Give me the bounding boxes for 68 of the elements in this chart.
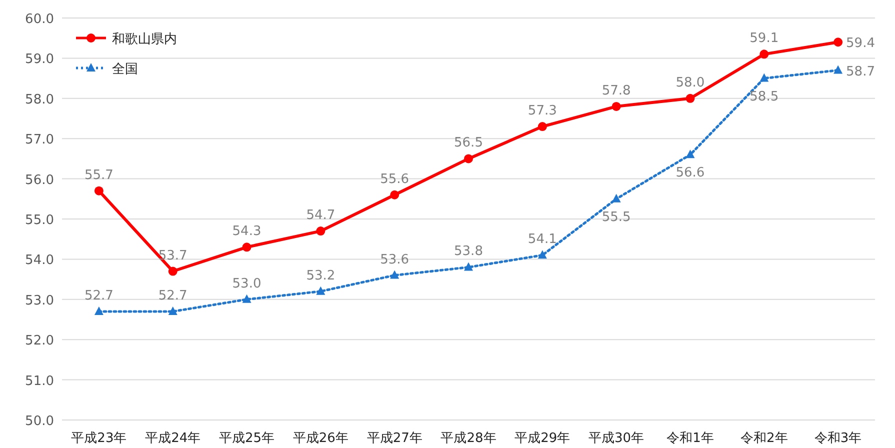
- data-label: 54.7: [306, 208, 336, 224]
- point: [464, 262, 473, 271]
- point: [390, 270, 400, 279]
- x-tick-label: 令和3年: [814, 431, 862, 446]
- data-label: 53.2: [306, 268, 336, 284]
- x-tick-label: 平成24年: [145, 431, 201, 446]
- data-label: 52.7: [158, 288, 188, 304]
- point: [612, 102, 621, 111]
- x-tick-label: 平成26年: [292, 431, 348, 446]
- x-tick-label: 平成30年: [588, 431, 644, 446]
- data-label: 56.6: [676, 166, 705, 181]
- point: [168, 266, 178, 276]
- data-label: 58.7: [846, 64, 875, 80]
- data-label: 55.7: [84, 168, 114, 183]
- data-label: 54.3: [232, 224, 262, 240]
- x-tick-label: 平成23年: [71, 431, 127, 446]
- y-tick-label: 51.0: [25, 374, 54, 389]
- point: [242, 242, 252, 252]
- data-label: 53.6: [380, 252, 410, 268]
- point: [686, 94, 695, 103]
- point: [612, 194, 621, 202]
- data-label: 57.3: [528, 104, 557, 119]
- data-label: 53.0: [232, 276, 262, 292]
- x-tick-label: 平成27年: [366, 431, 422, 446]
- data-label: 54.1: [528, 232, 557, 248]
- point: [390, 190, 400, 200]
- data-label: 55.6: [380, 172, 410, 187]
- legend-label: 全国: [112, 62, 138, 77]
- x-tick-label: 平成29年: [514, 431, 570, 446]
- data-label: 58.5: [750, 89, 779, 104]
- data-label: 55.5: [602, 210, 631, 225]
- data-label: 57.8: [602, 83, 631, 98]
- point: [464, 154, 473, 164]
- y-tick-label: 53.0: [25, 293, 54, 308]
- point: [242, 294, 252, 303]
- data-label: 53.7: [158, 248, 188, 264]
- point: [538, 122, 547, 132]
- y-tick-label: 52.0: [25, 334, 54, 349]
- y-tick-label: 59.0: [25, 52, 54, 68]
- y-tick-label: 58.0: [25, 92, 54, 108]
- data-label: 59.4: [846, 36, 875, 52]
- point: [538, 250, 547, 259]
- point: [760, 50, 769, 59]
- legend-label: 和歌山県内: [112, 32, 177, 47]
- point: [316, 226, 326, 236]
- y-tick-label: 50.0: [25, 414, 54, 429]
- point: [760, 73, 769, 82]
- point: [94, 186, 104, 196]
- point: [168, 306, 178, 315]
- y-tick-label: 54.0: [25, 253, 54, 268]
- y-tick-label: 57.0: [25, 132, 54, 148]
- point: [686, 150, 695, 158]
- data-label: 58.0: [676, 75, 705, 90]
- data-label: 53.8: [454, 244, 483, 260]
- point: [94, 306, 104, 315]
- data-label: 52.7: [84, 288, 114, 304]
- y-tick-label: 55.0: [25, 213, 54, 228]
- y-tick-label: 60.0: [25, 12, 54, 27]
- x-tick-label: 平成25年: [219, 431, 275, 446]
- data-label: 59.1: [750, 31, 779, 46]
- data-label: 56.5: [454, 136, 483, 151]
- x-tick-label: 令和1年: [666, 431, 714, 446]
- point: [834, 65, 843, 74]
- point: [834, 38, 843, 47]
- x-tick-label: 令和2年: [740, 431, 788, 446]
- x-tick-label: 平成28年: [440, 431, 496, 446]
- y-tick-label: 56.0: [25, 172, 54, 188]
- point: [316, 286, 326, 295]
